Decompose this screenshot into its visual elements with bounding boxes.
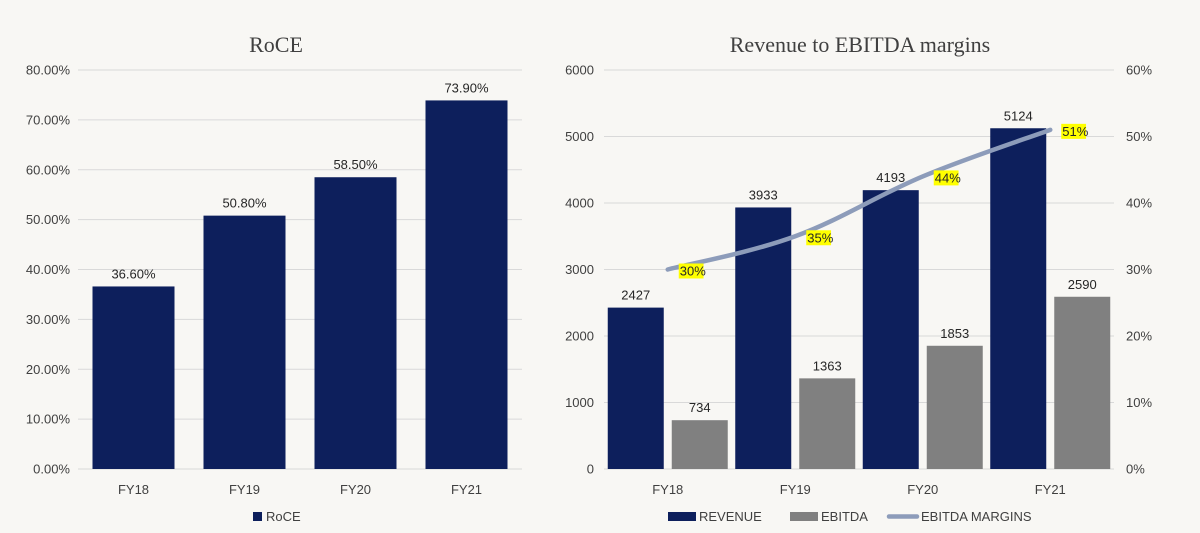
margin-y-tick-label: 40%	[1126, 196, 1152, 211]
margin-label-text: 30%	[680, 264, 706, 279]
margin-y-axis: 0% 10% 20% 30% 40% 50% 60%	[1126, 63, 1152, 477]
roce-bars	[92, 100, 508, 469]
margin-y-tick-label: 20%	[1126, 329, 1152, 344]
ebitda-data-label: 1363	[813, 358, 842, 373]
margin-y-tick-label: 50%	[1126, 129, 1152, 144]
roce-y-tick-label: 50.00%	[26, 212, 71, 227]
revenue-data-label: 4193	[876, 170, 905, 185]
revenue-x-tick-label: FY19	[780, 482, 811, 497]
revenue-legend: REVENUE EBITDA EBITDA MARGINS	[668, 509, 1032, 524]
revenue-x-tick-label: FY21	[1035, 482, 1066, 497]
margin-data-label: 35%	[806, 230, 834, 246]
roce-chart-title: RoCE	[249, 32, 303, 57]
revenue-y-tick-label: 1000	[565, 395, 594, 410]
margin-label-text: 44%	[935, 170, 961, 185]
margin-label-highlight	[806, 230, 832, 246]
revenue-ebitda-bars	[607, 128, 1111, 469]
revenue-x-axis: FY18 FY19 FY20 FY21	[652, 482, 1066, 497]
ebitda-margin-series-line	[665, 127, 1053, 272]
roce-bar-fy20	[314, 177, 397, 469]
ebitda-data-label: 2590	[1068, 277, 1097, 292]
roce-x-axis: FY18 FY19 FY20 FY21	[118, 482, 482, 497]
ebitda-bar-fy19	[799, 378, 856, 469]
revenue-y-tick-label: 3000	[565, 262, 594, 277]
ebitda-data-label: 734	[689, 400, 711, 415]
revenue-ebitda-data-labels: 2427 734 3933 1363 4193 1853 5124 2590 30% 35% 44%…	[621, 108, 1096, 415]
margin-data-label: 30%	[678, 263, 706, 279]
ebitda-legend-label: EBITDA	[821, 509, 868, 524]
roce-y-tick-label: 40.00%	[26, 262, 71, 277]
margin-y-tick-label: 60%	[1126, 63, 1152, 78]
revenue-ebitda-chart: Revenue to EBITDA margins 0 1000 2000 3000 4…	[565, 32, 1152, 524]
roce-y-tick-label: 20.00%	[26, 362, 71, 377]
roce-x-tick-label: FY21	[451, 482, 482, 497]
revenue-y-axis: 0 1000 2000 3000 4000 5000 6000	[565, 63, 594, 477]
margin-y-tick-label: 0%	[1126, 462, 1145, 477]
roce-y-tick-label: 80.00%	[26, 63, 71, 78]
revenue-ebitda-chart-title: Revenue to EBITDA margins	[730, 32, 991, 57]
revenue-x-tick-label: FY18	[652, 482, 683, 497]
margin-y-tick-label: 30%	[1126, 262, 1152, 277]
margin-label-text: 35%	[807, 230, 833, 245]
margin-label-highlight	[678, 263, 704, 279]
revenue-y-tick-label: 4000	[565, 196, 594, 211]
revenue-legend-label: REVENUE	[699, 509, 762, 524]
revenue-data-label: 5124	[1004, 108, 1033, 123]
roce-data-label: 58.50%	[333, 157, 378, 172]
margin-label-text: 51%	[1062, 124, 1088, 139]
roce-legend: RoCE	[253, 509, 301, 524]
roce-bar-fy19	[203, 215, 286, 469]
revenue-legend-swatch	[668, 512, 696, 521]
roce-y-tick-label: 10.00%	[26, 412, 71, 427]
roce-y-tick-label: 70.00%	[26, 112, 71, 127]
roce-y-tick-label: 30.00%	[26, 312, 71, 327]
revenue-data-label: 3933	[749, 187, 778, 202]
roce-x-tick-label: FY20	[340, 482, 371, 497]
revenue-y-tick-label: 6000	[565, 63, 594, 78]
margin-data-label: 51%	[1061, 123, 1089, 139]
roce-data-label: 36.60%	[111, 266, 156, 281]
roce-y-tick-label: 60.00%	[26, 162, 71, 177]
roce-legend-swatch	[253, 512, 262, 521]
roce-data-labels: 36.60% 50.80% 58.50% 73.90%	[111, 80, 489, 281]
revenue-bar-fy18	[607, 307, 664, 469]
revenue-y-tick-label: 0	[587, 462, 594, 477]
revenue-bar-fy21	[990, 128, 1047, 469]
roce-bar-fy18	[92, 286, 175, 469]
margin-legend-label: EBITDA MARGINS	[921, 509, 1032, 524]
roce-data-label: 73.90%	[444, 80, 489, 95]
revenue-y-tick-label: 2000	[565, 329, 594, 344]
revenue-x-tick-label: FY20	[907, 482, 938, 497]
ebitda-bar-fy21	[1054, 296, 1111, 469]
roce-y-axis: 0.00% 10.00% 20.00% 30.00% 40.00% 50.00% 60.00…	[26, 63, 71, 477]
ebitda-legend-swatch	[790, 512, 818, 521]
roce-x-tick-label: FY19	[229, 482, 260, 497]
ebitda-bar-fy18	[671, 420, 728, 469]
margin-label-highlight	[1061, 123, 1087, 139]
roce-bar-fy21	[425, 100, 508, 469]
revenue-data-label: 2427	[621, 288, 650, 303]
roce-chart: RoCE 0.00% 10.00% 20.00% 30.00% 40.00% 50.00%…	[26, 32, 522, 524]
roce-legend-label: RoCE	[266, 509, 301, 524]
ebitda-data-label: 1853	[940, 326, 969, 341]
ebitda-margin-line	[665, 127, 1053, 272]
roce-data-label: 50.80%	[222, 196, 267, 211]
margin-y-tick-label: 10%	[1126, 395, 1152, 410]
margin-label-highlight	[933, 170, 959, 186]
margin-data-label: 44%	[933, 170, 961, 186]
roce-y-tick-label: 0.00%	[33, 462, 70, 477]
revenue-y-tick-label: 5000	[565, 129, 594, 144]
revenue-bar-fy20	[862, 190, 919, 469]
roce-x-tick-label: FY18	[118, 482, 149, 497]
ebitda-bar-fy20	[926, 345, 983, 469]
